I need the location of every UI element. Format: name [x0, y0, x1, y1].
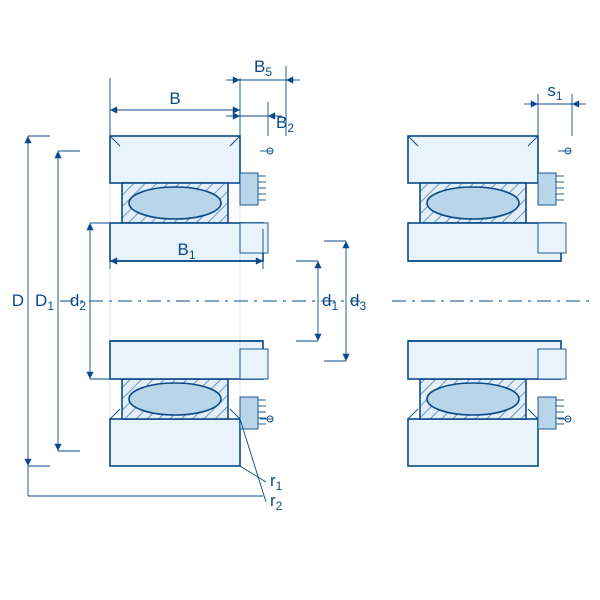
label-D: D [12, 291, 24, 310]
section-view-left [60, 136, 360, 466]
label-B: B [169, 89, 180, 108]
label-d3: d3 [350, 291, 366, 313]
label-r1: r1 [270, 471, 283, 493]
label-d2: d2 [70, 291, 86, 313]
label-B2: B2 [276, 113, 294, 135]
label-d1: d1 [322, 291, 338, 313]
label-D1: D1 [35, 291, 54, 313]
label-B5: B5 [254, 57, 272, 79]
bearing-drawing: BB5B2B1DD1d2d1d3r1r2s1 [0, 0, 600, 600]
section-view-right [392, 136, 594, 466]
label-r2: r2 [270, 491, 283, 513]
label-s1: s1 [547, 81, 563, 103]
